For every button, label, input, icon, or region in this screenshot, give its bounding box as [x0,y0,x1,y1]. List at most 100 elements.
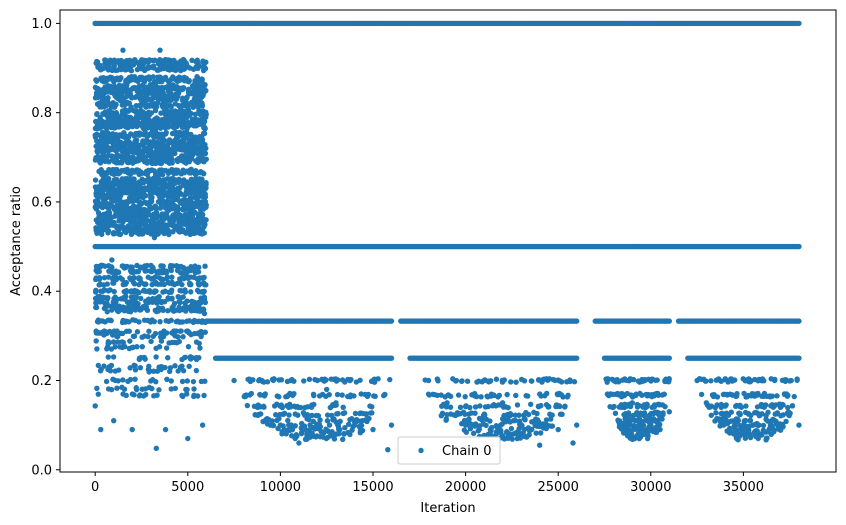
data-point [796,243,802,250]
data-point [123,229,129,236]
data-point [191,307,197,313]
data-point [165,307,171,314]
data-point [121,386,128,392]
data-point [180,334,186,340]
data-point [143,391,149,398]
data-point [328,376,334,382]
data-point [148,142,154,149]
data-point [200,58,206,64]
data-point [339,377,346,383]
data-point [302,404,308,411]
data-point [202,125,208,132]
data-point [172,63,179,69]
data-point [111,113,117,119]
data-point [123,328,130,334]
data-point [116,367,122,373]
data-point [157,318,163,325]
data-point [138,295,144,302]
data-point [150,57,156,64]
data-point [326,422,333,428]
data-point [295,404,301,411]
data-point [136,157,143,163]
data-point [127,338,133,344]
data-point [164,158,170,164]
data-point [173,67,179,74]
data-point [150,368,157,374]
data-point [666,355,673,361]
data-point [388,355,395,361]
data-point [119,319,126,326]
data-point [175,267,181,274]
data-point [175,155,182,162]
data-point [109,67,115,73]
data-point [174,167,181,173]
data-point [162,74,169,81]
data-point [168,267,174,274]
data-point [291,391,297,397]
data-point [198,289,205,295]
data-point [193,77,200,83]
data-point [93,338,99,344]
data-point [158,190,165,197]
data-point [155,61,162,67]
data-point [138,63,144,69]
data-point [164,108,170,114]
data-point [323,393,329,400]
data-point [152,288,158,294]
data-point [139,100,145,106]
data-point [153,354,159,360]
data-point [96,102,102,108]
data-point [109,332,116,338]
data-point [352,410,359,417]
data-point [131,281,138,287]
data-point [300,410,307,416]
data-point [132,94,138,101]
data-point [310,424,316,431]
data-point [141,210,147,216]
data-point [165,170,172,176]
data-point [101,282,107,288]
data-point [146,328,152,334]
data-point [188,289,194,295]
data-point [107,368,114,374]
data-point [366,415,372,422]
data-point [133,385,139,391]
data-point [142,281,149,287]
data-point [149,385,155,392]
data-point [124,210,131,217]
data-point [165,227,171,234]
data-point [182,287,188,293]
data-point [257,392,264,398]
data-point [285,417,291,424]
data-point [173,196,180,202]
data-point [334,391,341,398]
data-point [156,387,162,393]
data-point [187,65,193,71]
data-point [172,215,178,222]
data-point [95,226,101,232]
data-point [159,167,165,173]
data-point [125,215,131,222]
data-point [179,124,186,130]
data-point [198,378,205,385]
data-point [92,276,99,283]
data-point [269,376,276,382]
data-point [176,307,183,314]
data-point [130,196,137,203]
data-point [154,298,160,305]
data-point [128,77,134,83]
data-point [116,231,123,237]
data-point [159,229,166,235]
data-point [119,339,125,345]
data-point [387,376,393,383]
data-point [195,393,201,399]
data-point [130,288,137,295]
data-point [191,169,197,175]
data-point [245,376,251,383]
data-point [250,377,256,383]
data-point [128,67,135,74]
data-point [157,65,164,71]
data-point [168,83,174,89]
data-point [108,346,115,352]
data-point [169,274,175,280]
